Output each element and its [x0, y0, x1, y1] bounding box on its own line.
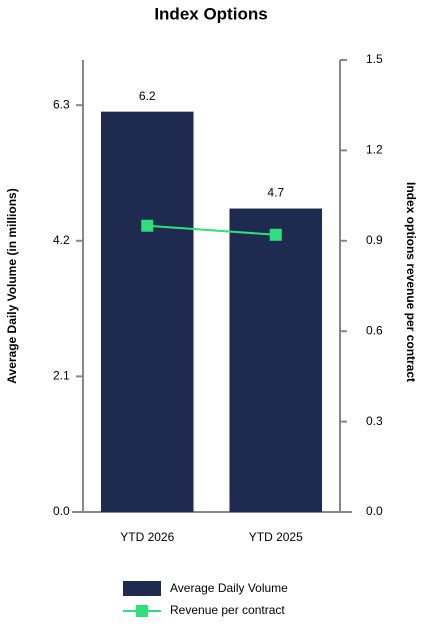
marker — [269, 228, 282, 241]
y2-tick-label: 0.9 — [366, 233, 383, 247]
y2-axis-label: Index options revenue per contract — [404, 182, 418, 382]
legend-label: Average Daily Volume — [170, 581, 288, 595]
data-label: 4.7 — [267, 186, 284, 200]
y2-tick-label: 1.5 — [366, 52, 383, 66]
line — [147, 224, 276, 236]
y-tick-label: 0.0 — [53, 504, 70, 518]
bar — [229, 208, 323, 512]
bar — [100, 111, 194, 513]
chart-title: Index Options — [154, 4, 267, 23]
y-axis-label: Average Daily Volume (in millions) — [5, 188, 19, 383]
y2-tick-label: 1.2 — [366, 143, 383, 157]
y2-tick-label: 0.0 — [366, 504, 383, 518]
y-tick-label: 2.1 — [53, 369, 70, 383]
y-tick-label: 4.2 — [53, 233, 70, 247]
x-tick-label: YTD 2025 — [249, 530, 303, 544]
y2-tick-label: 0.3 — [366, 414, 383, 428]
legend-swatch — [136, 605, 148, 617]
legend-swatch — [123, 581, 161, 596]
y-tick-label: 6.3 — [53, 97, 70, 111]
legend-label: Revenue per contract — [170, 603, 285, 617]
marker — [141, 219, 154, 232]
y2-tick-label: 0.6 — [366, 323, 383, 337]
data-label: 6.2 — [139, 89, 156, 103]
x-tick-label: YTD 2026 — [120, 530, 174, 544]
